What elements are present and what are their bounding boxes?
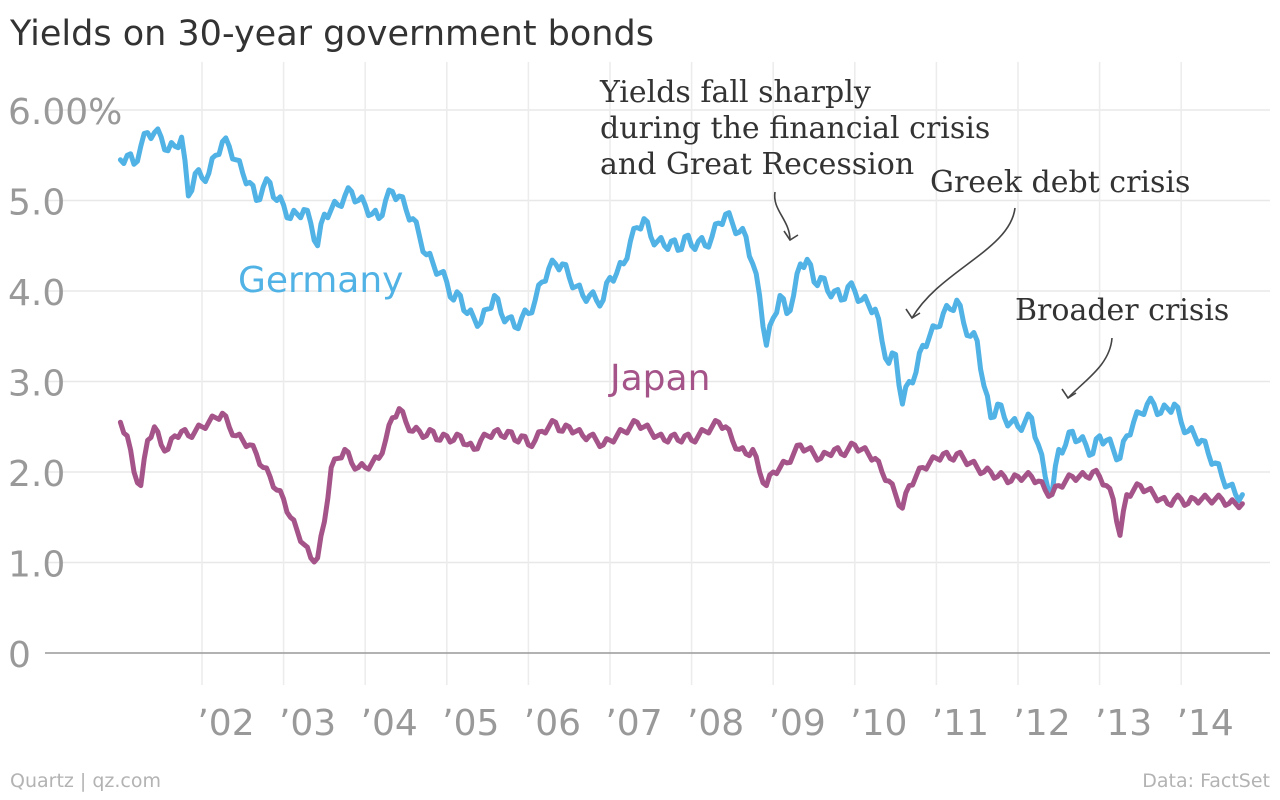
x-tick-label: ’02 xyxy=(197,703,254,744)
series-labels: Germany Japan xyxy=(238,260,710,399)
annotation-arrow xyxy=(911,207,1016,319)
annotation-text: Yields fall sharply xyxy=(599,75,871,110)
x-tick-label: ’03 xyxy=(279,703,336,744)
annotation-arrow xyxy=(1067,337,1113,399)
line-chart: 0 1.0 2.0 3.0 4.0 5.0 6.00% ’02 ’03 ’04 ’05 ’06 ’07… xyxy=(8,62,1270,744)
x-tick-label: ’06 xyxy=(524,703,581,744)
x-tick-label: ’11 xyxy=(932,703,989,744)
x-tick-label: ’10 xyxy=(850,703,907,744)
footer-data-credit: Data: FactSet xyxy=(1142,770,1270,792)
x-tick-label: ’04 xyxy=(361,703,418,744)
annotation-arrowhead xyxy=(905,308,921,320)
y-tick-label: 2.0 xyxy=(8,454,65,495)
y-axis-tick-labels: 0 1.0 2.0 3.0 4.0 5.0 6.00% xyxy=(8,92,122,676)
x-tick-label: ’08 xyxy=(687,703,744,744)
annotation-text: Greek debt crisis xyxy=(930,165,1190,200)
y-tick-label: 1.0 xyxy=(8,545,65,586)
series-lines xyxy=(117,126,1245,565)
annotation-arrow xyxy=(773,191,791,241)
x-tick-label: ’05 xyxy=(442,703,499,744)
x-tick-label: ’13 xyxy=(1095,703,1152,744)
series-label-germany: Germany xyxy=(238,260,403,301)
x-tick-label: ’09 xyxy=(769,703,826,744)
series-label-japan: Japan xyxy=(608,358,710,399)
chart-title: Yields on 30-year government bonds xyxy=(10,14,654,54)
footer-source: Quartz | qz.com xyxy=(10,770,162,792)
y-tick-label: 4.0 xyxy=(8,273,65,314)
series-line-japan xyxy=(117,406,1245,565)
x-tick-label: ’14 xyxy=(1177,703,1234,744)
annotation-broader: Broader crisis xyxy=(1015,293,1229,400)
y-tick-label: 3.0 xyxy=(8,364,65,405)
annotation-text: and Great Recession xyxy=(600,147,914,182)
grid-lines xyxy=(45,62,1270,685)
y-tick-label: 5.0 xyxy=(8,183,65,224)
annotation-greek: Greek debt crisis xyxy=(905,165,1190,320)
annotation-text: during the financial crisis xyxy=(600,111,990,146)
annotation-text: Broader crisis xyxy=(1015,293,1229,328)
x-tick-label: ’12 xyxy=(1013,703,1070,744)
annotation-arrowhead xyxy=(783,230,799,242)
x-tick-label: ’07 xyxy=(605,703,662,744)
annotation-arrowhead xyxy=(1061,388,1077,400)
y-tick-label: 6.00% xyxy=(8,92,122,133)
series-line-germany xyxy=(117,126,1245,504)
y-tick-label: 0 xyxy=(8,635,31,676)
x-axis-tick-labels: ’02 ’03 ’04 ’05 ’06 ’07 ’08 ’09 ’10 ’11 ’12 ’13 ’14 xyxy=(197,703,1233,744)
